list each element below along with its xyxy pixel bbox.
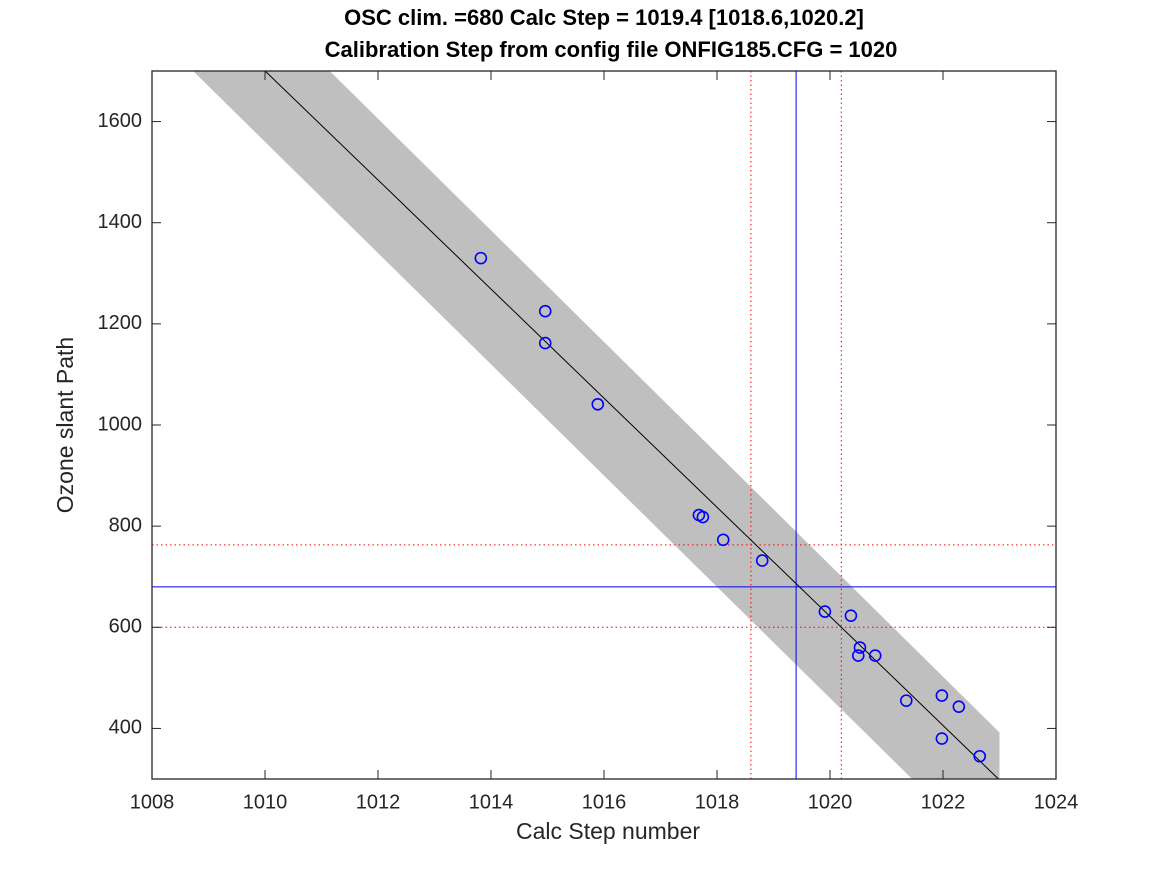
x-axis-label: Calc Step number [516, 818, 700, 844]
y-tick-label: 800 [109, 514, 142, 536]
data-point [591, 397, 605, 411]
y-tick-label: 600 [109, 616, 142, 638]
fit-line [264, 71, 1000, 779]
data-point [716, 533, 730, 547]
data-point [696, 510, 710, 524]
y-tick-label: 400 [109, 717, 142, 739]
data-point [538, 304, 552, 318]
y-tick-label: 1400 [98, 211, 143, 233]
x-tick-label: 1024 [1034, 791, 1079, 813]
data-point [973, 749, 987, 763]
data-point [935, 732, 949, 745]
data-point [935, 689, 949, 702]
data-point [868, 649, 882, 662]
data-point [844, 609, 858, 622]
data-point [851, 649, 865, 662]
data-point [899, 694, 913, 707]
chart-title: OSC clim. =680 Calc Step = 1019.4 [1018.… [344, 5, 864, 30]
x-tick-label: 1018 [695, 791, 740, 813]
chart-subtitle: Calibration Step from config file ONFIG1… [325, 37, 898, 62]
x-tick-label: 1014 [469, 791, 514, 813]
x-tick-label: 1008 [130, 791, 175, 813]
x-tick-label: 1022 [921, 791, 966, 813]
x-tick-label: 1012 [356, 791, 401, 813]
x-tick-label: 1016 [582, 791, 627, 813]
x-tick-label: 1010 [243, 791, 288, 813]
axes: 1008 1010 1012 1014 1016 1018 1020 1022 1024 400 6… [98, 70, 1079, 813]
data-point [853, 641, 867, 654]
data-point [952, 700, 966, 713]
y-axis-label: Ozone slant Path [52, 337, 78, 513]
confidence-band [193, 71, 1000, 779]
x-tick-label: 1020 [808, 791, 853, 813]
data-point [474, 251, 488, 265]
y-tick-label: 1000 [98, 413, 143, 435]
data-point [818, 605, 832, 618]
data-point [538, 336, 552, 350]
y-tick-label: 1600 [98, 110, 143, 132]
y-tick-label: 1200 [98, 312, 143, 334]
plot-area [152, 71, 1056, 779]
data-point [755, 554, 769, 567]
